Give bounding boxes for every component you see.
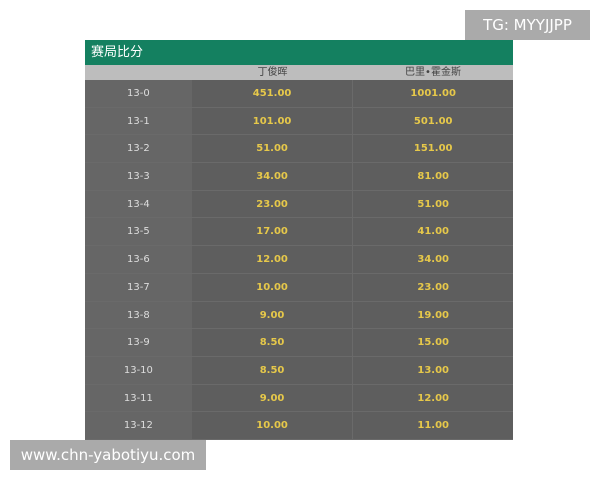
player2-odds-cell[interactable]: 13.00 — [417, 364, 449, 376]
score-cell: 13-11 — [85, 384, 192, 412]
player2-odds-cell[interactable]: 34.00 — [417, 254, 449, 266]
player2-odds-cell[interactable]: 51.00 — [417, 198, 449, 210]
player1-odds-cell[interactable]: 8.50 — [192, 356, 354, 384]
player1-odds-cell[interactable]: 34.00 — [192, 163, 354, 190]
score-cell: 13-0 — [85, 80, 192, 107]
table-row: 13-9 8.50 15.00 — [85, 329, 513, 357]
column-header-player1: 丁俊晖 — [257, 67, 288, 78]
player1-odds-cell[interactable]: 51.00 — [192, 135, 354, 163]
tg-watermark: TG: MYYJJPP — [465, 10, 590, 40]
player2-odds-cell[interactable]: 15.00 — [417, 337, 449, 349]
player2-odds-cell[interactable]: 19.00 — [417, 309, 449, 321]
player2-odds-cell[interactable]: 1001.00 — [410, 88, 456, 99]
site-watermark: www.chn-yabotiyu.com — [10, 440, 206, 470]
player2-odds-cell[interactable]: 151.00 — [413, 143, 453, 155]
column-header-score — [85, 65, 192, 80]
odds-table: 赛局比分 丁俊晖 巴里•霍金斯 13-0 451.00 1001.00 13-1 101… — [85, 40, 513, 440]
player2-odds-cell[interactable]: 41.00 — [417, 226, 449, 238]
player1-odds-cell[interactable]: 23.00 — [192, 190, 354, 218]
score-cell: 13-7 — [85, 273, 192, 301]
player1-odds-cell[interactable]: 9.00 — [192, 301, 354, 329]
table-row: 13-12 10.00 11.00 — [85, 412, 513, 440]
player2-odds-cell[interactable]: 81.00 — [417, 171, 449, 183]
score-cell: 13-5 — [85, 218, 192, 246]
score-cell: 13-2 — [85, 135, 192, 163]
score-cell: 13-8 — [85, 301, 192, 329]
player2-odds-cell[interactable]: 12.00 — [417, 392, 449, 404]
player1-odds-cell[interactable]: 10.00 — [192, 412, 354, 439]
player1-odds-cell[interactable]: 12.00 — [192, 246, 354, 273]
score-cell: 13-3 — [85, 163, 192, 190]
column-header-player2: 巴里•霍金斯 — [405, 67, 461, 78]
score-cell: 13-10 — [85, 356, 192, 384]
table-row: 13-1 101.00 501.00 — [85, 107, 513, 136]
player2-odds-cell[interactable]: 11.00 — [417, 420, 449, 432]
table-row: 13-7 10.00 23.00 — [85, 273, 513, 302]
player1-odds-cell[interactable]: 17.00 — [192, 218, 354, 246]
score-cell: 13-6 — [85, 246, 192, 273]
player2-odds-cell[interactable]: 501.00 — [413, 115, 453, 127]
table-row: 13-2 51.00 151.00 — [85, 135, 513, 164]
table-row: 13-4 23.00 51.00 — [85, 190, 513, 219]
player1-odds-cell[interactable]: 101.00 — [192, 107, 354, 135]
score-cell: 13-4 — [85, 190, 192, 218]
table-row: 13-5 17.00 41.00 — [85, 218, 513, 247]
column-header-row: 丁俊晖 巴里•霍金斯 — [85, 65, 513, 80]
table-row: 13-0 451.00 1001.00 — [85, 80, 513, 108]
score-cell: 13-12 — [85, 412, 192, 439]
player2-odds-cell[interactable]: 23.00 — [417, 281, 449, 293]
table-row: 13-11 9.00 12.00 — [85, 384, 513, 413]
score-cell: 13-9 — [85, 329, 192, 356]
table-row: 13-10 8.50 13.00 — [85, 356, 513, 385]
player1-odds-cell[interactable]: 451.00 — [192, 80, 354, 107]
player1-odds-cell[interactable]: 8.50 — [192, 329, 354, 356]
score-cell: 13-1 — [85, 107, 192, 135]
table-row: 13-6 12.00 34.00 — [85, 246, 513, 274]
table-row: 13-8 9.00 19.00 — [85, 301, 513, 330]
player1-odds-cell[interactable]: 9.00 — [192, 384, 354, 412]
player1-odds-cell[interactable]: 10.00 — [192, 273, 354, 301]
table-title: 赛局比分 — [85, 40, 513, 65]
table-row: 13-3 34.00 81.00 — [85, 163, 513, 191]
